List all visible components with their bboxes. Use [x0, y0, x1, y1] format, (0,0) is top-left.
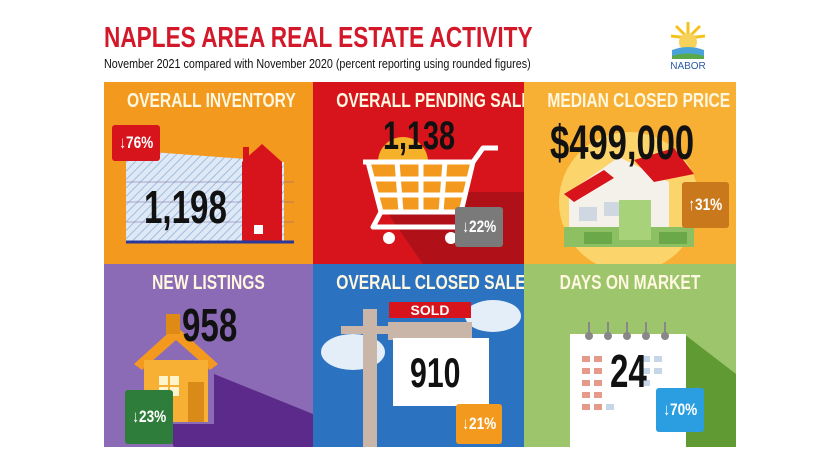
nabor-logo: NABOR [666, 18, 710, 76]
tile-value: 958 [182, 299, 238, 351]
change-badge: ↑31% [682, 182, 729, 228]
tile-heading: NEW LISTINGS [152, 272, 265, 294]
change-badge: ↓76% [112, 125, 160, 161]
sold-sign-illustration [321, 300, 521, 447]
tile-value: 1,138 [383, 114, 456, 158]
change-badge: ↓22% [455, 207, 503, 247]
tile-value: 24 [610, 345, 647, 397]
tile-overall-pending-sales: OVERALL PENDING SALES 1,138 ↓22% [313, 82, 524, 264]
tile-value: 910 [410, 349, 461, 396]
tile-value: 1,198 [144, 181, 227, 233]
page-title: NAPLES AREA REAL ESTATE ACTIVITY [104, 22, 533, 54]
change-badge: ↓21% [456, 404, 502, 444]
tile-overall-closed-sales: SOLD OVERALL CLOSED SALES 910 ↓21% [313, 264, 524, 447]
house-chart-illustration [126, 144, 294, 244]
tile-days-on-market: DAYS ON MARKET 24 ↓70% [524, 264, 736, 447]
tile-heading: MEDIAN CLOSED PRICE [547, 90, 731, 112]
tile-new-listings: NEW LISTINGS 958 ↓23% [104, 264, 313, 447]
tile-overall-inventory: OVERALL INVENTORY 1,198 ↓76% [104, 82, 313, 264]
logo-text: NABOR [670, 61, 706, 72]
tile-heading: OVERALL CLOSED SALES [336, 272, 524, 294]
tile-value: $499,000 [550, 117, 695, 170]
tile-heading: DAYS ON MARKET [559, 272, 701, 294]
tile-heading: OVERALL INVENTORY [126, 90, 296, 112]
sold-sign: SOLD [389, 302, 471, 318]
house-money-illustration [559, 132, 699, 264]
change-badge: ↓70% [656, 388, 704, 432]
house-icon [134, 314, 313, 447]
tile-heading: OVERALL PENDING SALES [336, 90, 524, 112]
tile-median-closed-price: MEDIAN CLOSED PRICE $499,000 ↑31% [524, 82, 736, 264]
change-badge: ↓23% [125, 390, 173, 444]
page-subtitle: November 2021 compared with November 202… [104, 57, 531, 71]
shopping-cart-icon [363, 137, 524, 264]
